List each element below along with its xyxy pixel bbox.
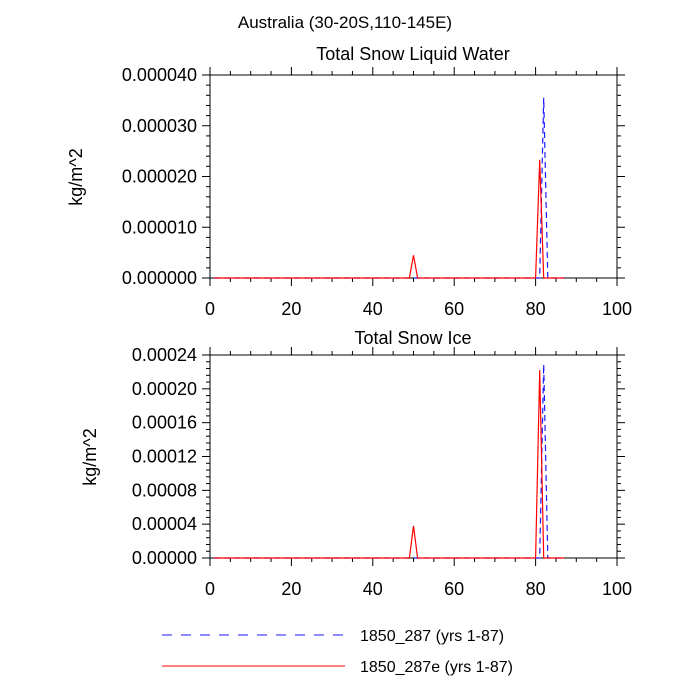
y-axis-label: kg/m^2	[66, 148, 86, 205]
x-tick-label: 60	[444, 299, 464, 319]
chart-title: Total Snow Ice	[354, 328, 471, 348]
y-tick-label: 0.00012	[132, 447, 197, 467]
x-tick-label: 60	[444, 579, 464, 599]
x-tick-label: 80	[526, 299, 546, 319]
y-tick-label: 0.000000	[122, 268, 197, 288]
y-tick-label: 0.000040	[122, 65, 197, 85]
legend-entry: 1850_287e (yrs 1-87)	[162, 659, 513, 676]
series-line-dashed-blue	[214, 364, 565, 559]
y-tick-label: 0.00008	[132, 480, 197, 500]
legend-entry: 1850_287 (yrs 1-87)	[162, 628, 504, 645]
y-tick-label: 0.000030	[122, 116, 197, 136]
x-tick-label: 100	[602, 299, 632, 319]
legend: 1850_287 (yrs 1-87) 1850_287e (yrs 1-87)	[162, 628, 513, 676]
legend-label: 1850_287 (yrs 1-87)	[360, 628, 504, 645]
x-tick-label: 0	[205, 299, 215, 319]
x-tick-label: 0	[205, 579, 215, 599]
y-tick-label: 0.00024	[132, 345, 197, 365]
x-tick-label: 80	[526, 579, 546, 599]
y-tick-label: 0.00000	[132, 548, 197, 568]
figure-title: Australia (30-20S,110-145E)	[238, 13, 452, 32]
series-line-solid-red	[214, 370, 565, 559]
x-tick-label: 20	[281, 299, 301, 319]
chart-title: Total Snow Liquid Water	[316, 44, 509, 64]
series-line-dashed-blue	[214, 97, 565, 279]
y-tick-label: 0.00020	[132, 379, 197, 399]
y-tick-label: 0.00004	[132, 514, 197, 534]
series-line-solid-red	[214, 159, 565, 279]
plot-frame	[209, 74, 618, 279]
legend-label: 1850_287e (yrs 1-87)	[360, 659, 513, 676]
y-axis-label: kg/m^2	[80, 428, 100, 485]
x-tick-label: 40	[363, 579, 383, 599]
chart-panel-snow-liquid-water: Total Snow Liquid Water kg/m^2 0 20 40 60 80…	[66, 44, 632, 319]
x-tick-label: 20	[281, 579, 301, 599]
y-tick-label: 0.000020	[122, 167, 197, 187]
y-tick-label: 0.000010	[122, 217, 197, 237]
x-tick-label: 100	[602, 579, 632, 599]
x-tick-label: 40	[363, 299, 383, 319]
y-tick-label: 0.00016	[132, 413, 197, 433]
chart-panel-snow-ice: Total Snow Ice kg/m^2 0 20 40 60 80 100 0.0000…	[80, 328, 632, 599]
